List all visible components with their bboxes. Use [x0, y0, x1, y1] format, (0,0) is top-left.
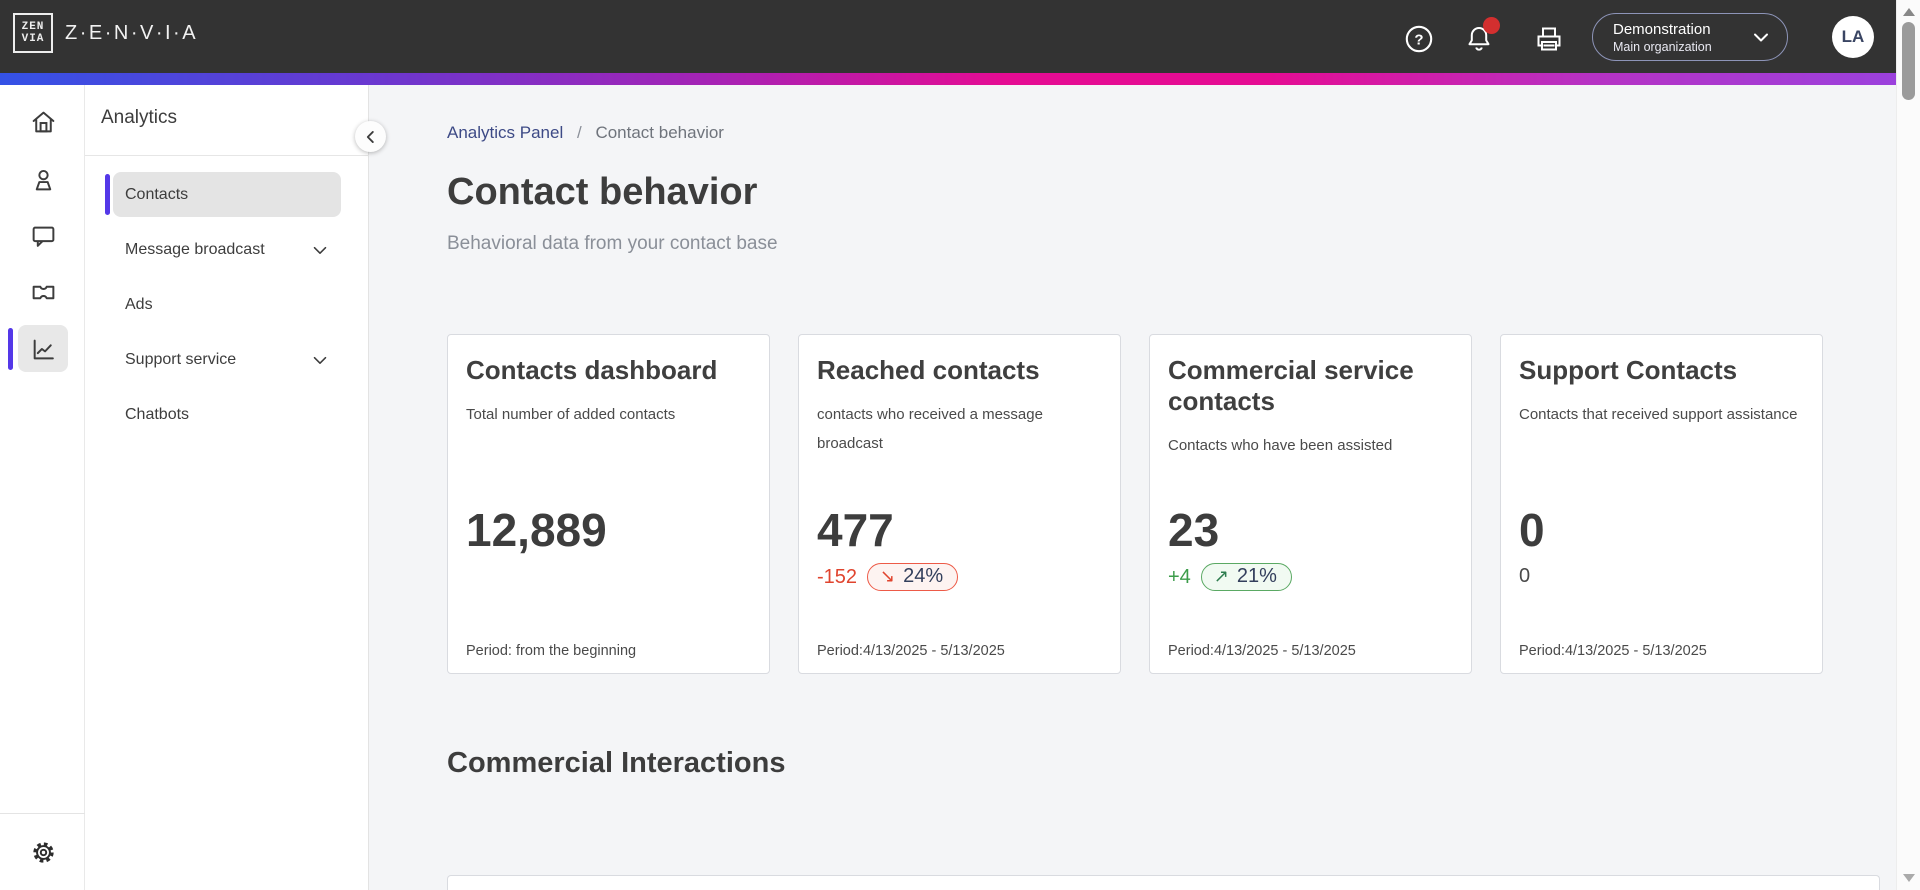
brand-logo[interactable]: ZEN VIA Z·E·N·V·I·A [13, 13, 198, 53]
chevron-left-icon [366, 130, 374, 143]
breadcrumb-separator: / [576, 123, 582, 142]
trend-badge-down: ↘ 24% [867, 563, 959, 591]
brand-gradient-bar [0, 73, 1896, 85]
trend-percentage: 24% [903, 565, 944, 587]
nav-contacts[interactable] [23, 160, 63, 200]
card-value: 23 [1168, 504, 1220, 556]
logo-glyph-top: ZEN [21, 21, 45, 33]
sidebar-item-label: Chatbots [125, 405, 190, 423]
card-delta-row: -152 ↘ 24% [817, 563, 959, 591]
trend-badge-up: ↗ 21% [1200, 563, 1292, 591]
delta-value: +4 [1168, 565, 1191, 588]
user-avatar[interactable]: LA [1832, 16, 1874, 58]
nav-conversations[interactable] [23, 216, 63, 256]
logo-glyph-bottom: VIA [21, 33, 45, 45]
page-title: Contact behavior [447, 171, 758, 213]
sidebar-menu: Contacts Message broadcast Ads Support s… [85, 172, 369, 447]
trend-down-arrow-icon: ↘ [880, 566, 896, 586]
card-period: Period:4/13/2025 - 5/13/2025 [1168, 643, 1356, 659]
print-button[interactable] [1534, 24, 1564, 54]
scrollbar-thumb[interactable] [1902, 22, 1915, 100]
chevron-down-icon [1754, 33, 1768, 42]
trend-percentage: 21% [1236, 565, 1277, 587]
zenvia-wordmark: Z·E·N·V·I·A [65, 21, 199, 44]
nav-analytics-active-indicator [8, 328, 13, 370]
organization-sub-label: Main organization [1613, 39, 1712, 54]
help-icon: ? [1405, 25, 1433, 53]
printer-icon [1537, 27, 1561, 51]
organization-switcher[interactable]: Demonstration Main organization [1592, 13, 1788, 61]
kpi-cards-row: Contacts dashboard Total number of added… [447, 334, 1823, 674]
sidebar-item-label: Message broadcast [125, 240, 265, 258]
card-title: Reached contacts [817, 355, 1040, 385]
sidebar-item-support-service[interactable]: Support service [113, 337, 341, 382]
card-title: Contacts dashboard [466, 355, 718, 385]
person-icon [35, 169, 51, 190]
card-description: Total number of added contacts [466, 406, 676, 423]
card-period: Period:4/13/2025 - 5/13/2025 [1519, 643, 1707, 659]
chevron-down-icon [313, 356, 327, 364]
sidebar-divider [85, 155, 369, 156]
nav-tickets[interactable] [23, 272, 63, 312]
ticket-icon [32, 285, 54, 299]
nav-settings[interactable] [23, 832, 63, 872]
section-heading-commercial-interactions: Commercial Interactions [447, 747, 786, 779]
commercial-interactions-panel [447, 875, 1880, 890]
page-scrollbar[interactable] [1896, 0, 1920, 890]
page-subtitle: Behavioral data from your contact base [447, 233, 778, 254]
gear-icon [32, 841, 54, 863]
sidebar-item-label: Contacts [125, 185, 189, 203]
nav-home[interactable] [23, 102, 63, 142]
primary-nav-rail [0, 85, 85, 890]
analytics-sidebar: Analytics Contacts Message broadcast Ads… [85, 85, 369, 890]
sidebar-item-message-broadcast[interactable]: Message broadcast [113, 227, 341, 272]
card-period: Period: from the beginning [466, 643, 637, 659]
sidebar-item-label: Ads [125, 295, 153, 313]
home-icon [32, 111, 54, 132]
card-commercial-service-contacts: Commercial service contacts Contacts who… [1149, 334, 1472, 674]
card-title: Support Contacts [1519, 355, 1738, 385]
card-delta-row: +4 ↗ 21% [1168, 563, 1292, 591]
card-value: 0 [1519, 504, 1545, 556]
card-value: 12,889 [466, 504, 607, 556]
chevron-down-icon [313, 246, 327, 254]
notification-badge [1483, 17, 1500, 34]
svg-text:?: ? [1414, 32, 1423, 49]
breadcrumb-analytics-panel[interactable]: Analytics Panel [447, 123, 564, 142]
card-title: Commercial service contacts [1168, 355, 1414, 416]
chat-bubble-icon [32, 226, 54, 247]
sidebar-item-chatbots[interactable]: Chatbots [113, 392, 341, 437]
card-support-contacts: Support Contacts Contacts that received … [1500, 334, 1823, 674]
delta-value: -152 [817, 565, 858, 588]
notifications-button[interactable] [1464, 17, 1500, 54]
scrollbar-down-arrow[interactable] [1903, 874, 1915, 882]
card-value: 477 [817, 504, 894, 556]
line-chart-icon [33, 339, 54, 359]
nav-analytics[interactable] [23, 329, 63, 369]
card-description: Contacts who have been assisted [1168, 437, 1393, 454]
organization-name: Demonstration [1613, 20, 1711, 38]
breadcrumb-current: Contact behavior [595, 123, 724, 142]
card-sub-value: 0 [1519, 565, 1531, 587]
sidebar-item-ads[interactable]: Ads [113, 282, 341, 327]
sidebar-item-contacts[interactable]: Contacts [105, 172, 341, 217]
zenvia-logo-icon: ZEN VIA [13, 13, 53, 53]
rail-divider [0, 813, 85, 814]
help-button[interactable]: ? [1404, 24, 1434, 54]
card-description: Contacts that received support assistanc… [1519, 406, 1798, 423]
trend-up-arrow-icon: ↗ [1213, 566, 1229, 586]
card-reached-contacts: Reached contacts contacts who received a… [798, 334, 1121, 674]
card-description: contacts who received a message broadcas… [817, 406, 1043, 452]
sidebar-collapse-button[interactable] [355, 121, 386, 152]
card-contacts-dashboard: Contacts dashboard Total number of added… [447, 334, 770, 674]
sidebar-item-label: Support service [125, 350, 237, 368]
main-content: Analytics Panel / Contact behavior Conta… [370, 85, 1896, 890]
top-bar: ZEN VIA Z·E·N·V·I·A ? Demonstration Main… [0, 0, 1896, 73]
sidebar-title: Analytics [101, 107, 178, 128]
active-item-indicator [105, 174, 110, 215]
breadcrumb: Analytics Panel / Contact behavior [447, 123, 724, 143]
card-period: Period:4/13/2025 - 5/13/2025 [817, 643, 1005, 659]
scrollbar-up-arrow[interactable] [1903, 8, 1915, 16]
